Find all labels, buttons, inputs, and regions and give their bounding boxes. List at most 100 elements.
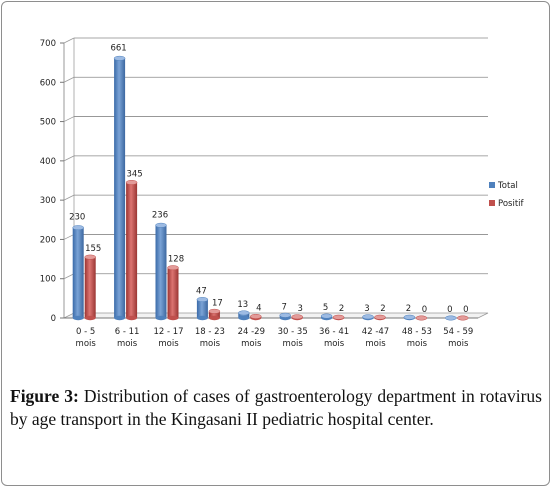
bar-positif-cap: [374, 314, 386, 320]
data-label-positif: 3: [297, 304, 302, 314]
x-tick-label: 12 - 17: [153, 327, 183, 337]
bar-total: [155, 225, 167, 318]
x-tick-label: 42 -47: [362, 327, 389, 337]
data-label-total: 0: [447, 305, 452, 315]
y-tick-label: 500: [40, 118, 56, 128]
bar-total-cap: [362, 314, 374, 320]
bar-total-cap: [238, 310, 250, 316]
y-tick-label: 300: [40, 196, 56, 206]
x-tick-label: 0 - 5: [76, 327, 95, 337]
bar-positif-cap: [167, 265, 179, 271]
data-label-positif: 128: [168, 255, 184, 265]
data-label-total: 230: [69, 213, 85, 223]
bar-total-base: [238, 315, 250, 321]
x-tick-label: mois: [448, 339, 469, 349]
gridline-side: [63, 273, 75, 280]
bar-positif: [167, 267, 179, 318]
bar-total-cap: [320, 313, 333, 319]
legend-swatch-total: [489, 182, 495, 188]
bars: [72, 55, 469, 321]
bar-total-cap: [72, 225, 84, 231]
data-label-positif: 155: [85, 244, 101, 254]
y-tick-label: 700: [40, 39, 56, 49]
x-tick-label: 24 -29: [238, 327, 265, 337]
legend-swatch-positif: [489, 200, 495, 206]
bar-total: [196, 299, 208, 318]
x-tick-label: 54 - 59: [443, 327, 473, 337]
bar-total-cap: [196, 297, 209, 302]
gridline-side: [63, 194, 75, 201]
x-tick-label: mois: [76, 339, 97, 349]
data-label-positif: 0: [463, 305, 468, 315]
bar-positif: [126, 182, 138, 318]
caption-text: Distribution of cases of gastroenterolog…: [10, 386, 542, 429]
data-label-total: 236: [152, 210, 168, 220]
data-label-total: 661: [110, 43, 126, 53]
bar-total-base: [196, 315, 208, 321]
x-tick-label: 36 - 41: [319, 327, 349, 337]
data-label-total: 3: [364, 304, 369, 314]
data-label-total: 47: [196, 287, 207, 297]
bar-positif-cap: [457, 315, 469, 321]
bar-positif-base: [84, 315, 96, 321]
bar-positif-base: [126, 315, 138, 321]
x-tick-label: 48 - 53: [402, 327, 432, 337]
y-tick-label: 0: [51, 314, 56, 324]
bar-positif-cap: [84, 254, 96, 260]
bar-positif-cap: [291, 314, 303, 320]
data-label-positif: 2: [339, 304, 344, 314]
x-tick-label: mois: [365, 339, 386, 349]
x-tick-label: 30 - 35: [278, 327, 308, 337]
bar-total-base: [114, 315, 126, 321]
figure-caption: Figure 3: Distribution of cases of gastr…: [10, 385, 542, 431]
data-label-positif: 4: [256, 303, 261, 313]
data-label-total: 5: [323, 303, 328, 313]
x-tick-label: mois: [407, 339, 428, 349]
bar-total: [238, 312, 250, 318]
x-tick-label: 18 - 23: [195, 327, 225, 337]
gridline-side: [63, 76, 75, 83]
bar-total: [72, 227, 84, 318]
legend-label-positif: Positif: [498, 199, 525, 209]
x-tick-label: mois: [241, 339, 262, 349]
y-tick-label: 200: [40, 235, 56, 245]
data-label-positif: 345: [126, 169, 142, 179]
bar-total-cap: [113, 55, 126, 61]
bar-positif-base: [208, 315, 220, 321]
bar-total-cap: [445, 315, 457, 321]
data-label-positif: 17: [212, 298, 223, 308]
data-label-total: 13: [237, 300, 248, 310]
data-label-total: 2: [406, 304, 411, 314]
data-label-positif: 2: [380, 304, 385, 314]
data-label-total: 7: [281, 302, 286, 312]
bar-positif: [208, 311, 220, 318]
bar-positif-cap: [250, 313, 262, 319]
bar-positif-cap: [415, 315, 428, 321]
legend: Total Positif: [489, 181, 525, 209]
y-tick-label: 600: [40, 78, 56, 88]
bar-total-cap: [155, 222, 167, 228]
x-axis-ticks: 0 - 5 mois 6 - 11 mois 12 - 17 mois 18 - 23 moi…: [76, 327, 474, 349]
bar-positif: [84, 257, 96, 318]
x-tick-label: mois: [200, 339, 221, 349]
x-tick-label: mois: [283, 339, 304, 349]
bar-total-base: [72, 315, 84, 321]
bar-total-cap: [403, 314, 416, 320]
x-tick-label: 6 - 11: [115, 327, 140, 337]
legend-label-total: Total: [497, 181, 518, 191]
data-label-positif: 0: [422, 305, 427, 315]
y-tick-label: 400: [40, 157, 56, 167]
gridline-side: [63, 234, 75, 240]
caption-label: Figure 3:: [10, 386, 79, 406]
x-tick-label: mois: [117, 339, 138, 349]
x-tick-label: mois: [324, 339, 345, 349]
x-tick-label: mois: [158, 339, 179, 349]
bar-total-cap: [279, 312, 291, 318]
gridline-side: [63, 116, 75, 122]
bar-positif-base: [167, 315, 179, 321]
y-tick-label: 100: [40, 275, 56, 285]
bar-positif-cap: [332, 314, 345, 320]
y-axis-ticks: 0 100 200 300 400 500 600 700: [40, 39, 64, 324]
